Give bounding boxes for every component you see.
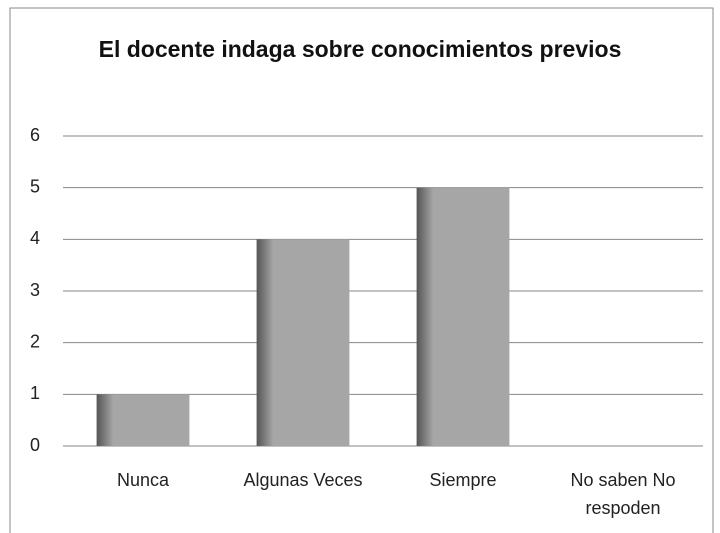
y-tick-label: 6	[30, 125, 40, 145]
x-tick-label: Siempre	[429, 470, 497, 490]
y-tick-label: 0	[30, 435, 40, 455]
y-tick-label: 4	[30, 228, 40, 248]
bar	[96, 394, 190, 446]
chart-title: El docente indaga sobre conocimientos pr…	[98, 36, 622, 62]
x-tick-label: Nunca	[116, 470, 170, 490]
y-tick-label: 5	[30, 176, 40, 196]
x-tick-label: Algunas Veces	[243, 470, 363, 490]
y-tick-label: 1	[30, 383, 40, 403]
y-tick-label: 2	[30, 331, 40, 351]
chart-border	[9, 7, 714, 533]
bar	[256, 239, 350, 446]
x-tick-label: No saben No respoden	[570, 470, 676, 518]
bar	[416, 187, 510, 446]
y-tick-label: 3	[30, 280, 40, 300]
